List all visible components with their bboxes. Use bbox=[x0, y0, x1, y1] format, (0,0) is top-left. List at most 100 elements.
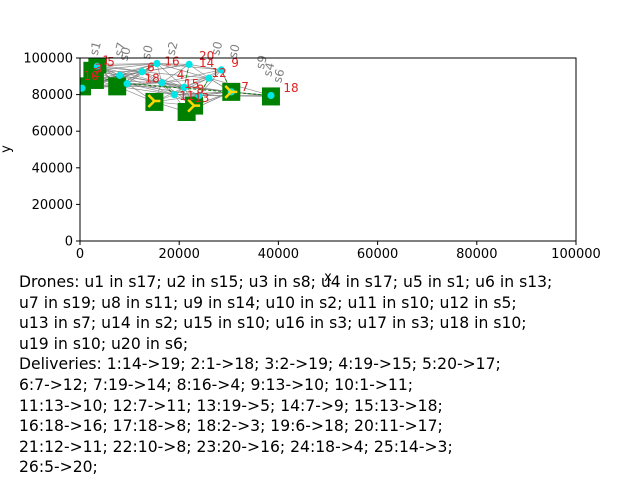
customer-point bbox=[170, 91, 178, 99]
customer-point bbox=[123, 80, 131, 88]
customer-point bbox=[153, 59, 161, 68]
point-label: 4 bbox=[177, 68, 185, 82]
route-line bbox=[184, 69, 222, 88]
y-tick-label: 80000 bbox=[32, 88, 73, 103]
delivery-line bbox=[127, 83, 271, 96]
point-label: 9 bbox=[231, 56, 239, 70]
route-label: s2 bbox=[164, 40, 181, 57]
x-tick-label: 80000 bbox=[456, 247, 497, 262]
route-line bbox=[156, 63, 190, 65]
route-line bbox=[97, 65, 162, 84]
point-label: 14 bbox=[199, 56, 214, 70]
route-label: s4 bbox=[260, 61, 277, 78]
plot-content bbox=[80, 58, 280, 121]
x-tick-label: 60000 bbox=[357, 247, 398, 262]
caption-line: u19 in s10; u20 in s6; bbox=[19, 334, 189, 353]
route-line bbox=[184, 77, 210, 88]
x-tick-label: 20000 bbox=[159, 247, 200, 262]
y-tick-label: 40000 bbox=[32, 161, 73, 176]
customer-point bbox=[267, 91, 275, 100]
route-line bbox=[127, 83, 200, 96]
customer-point bbox=[195, 91, 203, 100]
route-label: s0 bbox=[116, 45, 133, 62]
caption-line: 21:12->11; 22:10->8; 23:20->16; 24:18->4… bbox=[19, 437, 453, 456]
route-line bbox=[189, 64, 222, 71]
route-line bbox=[117, 86, 175, 95]
route-label: s1 bbox=[87, 40, 104, 57]
point-label: 3 bbox=[95, 62, 103, 76]
point-label: 6 bbox=[147, 61, 155, 75]
customer-point bbox=[93, 62, 101, 70]
route-line bbox=[188, 64, 210, 79]
caption-line: u7 in s19; u8 in s11; u9 in s14; u10 in … bbox=[19, 293, 517, 312]
route-line bbox=[174, 77, 210, 95]
drone-marker bbox=[187, 98, 201, 113]
customer-point bbox=[80, 84, 86, 92]
route-line bbox=[161, 64, 190, 83]
route-line bbox=[94, 63, 157, 81]
route-line bbox=[127, 82, 162, 84]
route-label: s7 bbox=[112, 41, 129, 58]
point-label: 10 bbox=[83, 69, 98, 83]
route-line bbox=[161, 82, 232, 93]
station-marker bbox=[108, 77, 127, 96]
route-line bbox=[97, 63, 157, 67]
caption-line: 26:5->20; bbox=[19, 458, 98, 477]
route-line bbox=[141, 71, 209, 79]
point-label: 2 bbox=[92, 66, 100, 80]
route-line bbox=[198, 69, 222, 96]
point-label: 8 bbox=[197, 83, 205, 97]
drone-marker bbox=[147, 94, 161, 108]
caption-line: 11:13->10; 12:7->11; 13:19->5; 14:7->9; … bbox=[19, 396, 443, 415]
y-axis-label: y bbox=[0, 145, 14, 153]
point-label: 7 bbox=[241, 80, 249, 94]
delivery-line bbox=[183, 64, 190, 88]
route-line bbox=[174, 94, 200, 96]
route-line bbox=[141, 71, 163, 84]
customer-point bbox=[185, 60, 193, 69]
point-label: 13 bbox=[194, 91, 209, 105]
y-tick-label: 60000 bbox=[32, 125, 73, 140]
route-label: s0 bbox=[208, 40, 225, 57]
point-label: 18 bbox=[283, 81, 298, 95]
x-tick-label: 0 bbox=[76, 247, 84, 262]
route-line bbox=[156, 63, 185, 88]
y-tick-label: 100000 bbox=[23, 52, 73, 67]
x-axis-label: x bbox=[324, 270, 332, 285]
point-label: 15 bbox=[184, 77, 199, 91]
customer-point bbox=[217, 66, 225, 74]
caption-line: 6:7->12; 7:19->14; 8:16->4; 9:13->10; 10… bbox=[19, 375, 414, 394]
station-marker bbox=[85, 70, 104, 89]
y-tick-label: 0 bbox=[65, 235, 73, 250]
route-line bbox=[127, 83, 185, 88]
point-label: 18 bbox=[144, 72, 159, 86]
customer-point bbox=[205, 74, 213, 82]
point-label: 11 bbox=[179, 89, 194, 103]
point-label: 1 bbox=[102, 53, 110, 67]
plot-frame bbox=[79, 57, 577, 242]
customer-point bbox=[116, 71, 124, 79]
point-label: 16 bbox=[164, 54, 179, 68]
route-label: s6 bbox=[270, 67, 287, 84]
x-tick-label: 100000 bbox=[551, 247, 601, 262]
caption: Drones: u1 in s17; u2 in s15; u3 in s8; … bbox=[19, 272, 634, 478]
route-line bbox=[161, 69, 222, 84]
route-line bbox=[156, 63, 210, 79]
caption-line: u13 in s7; u14 in s2; u15 in s10; u16 in… bbox=[19, 314, 527, 333]
point-label: 5 bbox=[107, 55, 115, 69]
customer-point bbox=[180, 83, 188, 91]
station-marker bbox=[80, 77, 91, 96]
route-line bbox=[127, 83, 175, 95]
route-line bbox=[174, 91, 232, 95]
caption-line: 16:18->16; 17:18->8; 18:2->3; 19:6->18; … bbox=[19, 417, 443, 436]
point-label: 12 bbox=[211, 66, 226, 80]
axes: 0 20000 40000 60000 80000 100000 0 20000 40000 60… bbox=[23, 52, 600, 263]
caption-line: Drones: u1 in s17; u2 in s15; u3 in s8; … bbox=[19, 273, 553, 291]
point-label: 20 bbox=[199, 49, 214, 63]
route-label: s0 bbox=[139, 44, 156, 61]
customer-point bbox=[158, 79, 166, 87]
drone-marker bbox=[224, 84, 238, 99]
customer-point bbox=[138, 68, 146, 76]
route-label: s0 bbox=[226, 43, 243, 60]
